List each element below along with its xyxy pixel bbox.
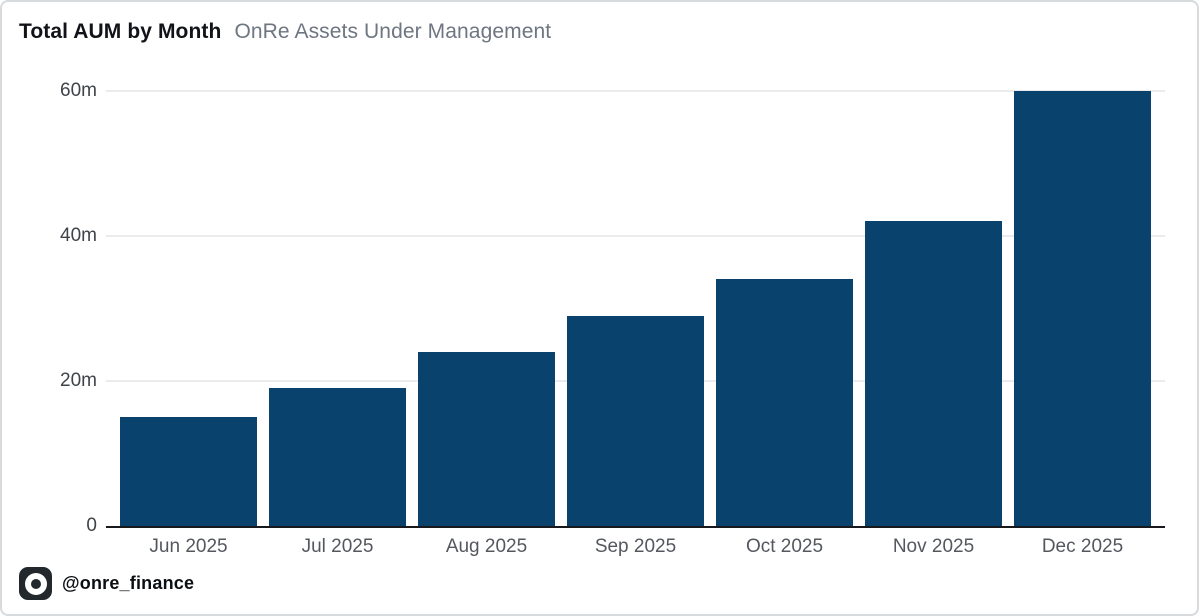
bar-jun-2025: [120, 417, 257, 526]
chart-subtitle: OnRe Assets Under Management: [234, 20, 552, 43]
gridline-60m: [106, 90, 1165, 92]
onre-logo-icon: [19, 567, 52, 600]
x-tick-label-aug-2025: Aug 2025: [445, 536, 528, 557]
onre-logo-ring: [24, 572, 47, 595]
y-tick-label-0: 0: [86, 515, 97, 536]
x-tick-label-nov-2025: Nov 2025: [892, 536, 975, 557]
x-tick-label-sep-2025: Sep 2025: [594, 536, 677, 557]
chart-header: Total AUM by Month OnRe Assets Under Man…: [19, 20, 551, 44]
bar-jul-2025: [269, 388, 406, 526]
bar-aug-2025: [418, 352, 555, 526]
chart-title: Total AUM by Month: [19, 20, 222, 43]
bar-oct-2025: [716, 279, 853, 526]
bar-sep-2025: [567, 316, 704, 526]
x-tick-label-dec-2025: Dec 2025: [1041, 536, 1124, 557]
footer-watermark: @onre_finance: [19, 567, 194, 600]
bar-dec-2025: [1014, 91, 1151, 526]
y-tick-label-60m: 60m: [60, 80, 97, 101]
plot-area: [106, 64, 1165, 528]
x-tick-label-jul-2025: Jul 2025: [301, 536, 374, 557]
x-tick-label-oct-2025: Oct 2025: [745, 536, 824, 557]
onre-logo-dot: [30, 578, 41, 589]
y-axis-tick-labels: 0 20m 40m 60m: [2, 64, 97, 536]
social-handle: @onre_finance: [62, 573, 195, 593]
x-axis-tick-labels: Jun 2025 Jul 2025 Aug 2025 Sep 2025 Oct 2025…: [106, 536, 1165, 558]
x-tick-label-jun-2025: Jun 2025: [149, 536, 228, 557]
bar-nov-2025: [865, 221, 1002, 526]
gridline-40m: [106, 235, 1165, 237]
y-tick-label-20m: 20m: [60, 370, 97, 391]
bar-series: [106, 64, 1165, 526]
y-tick-label-40m: 40m: [60, 225, 97, 246]
